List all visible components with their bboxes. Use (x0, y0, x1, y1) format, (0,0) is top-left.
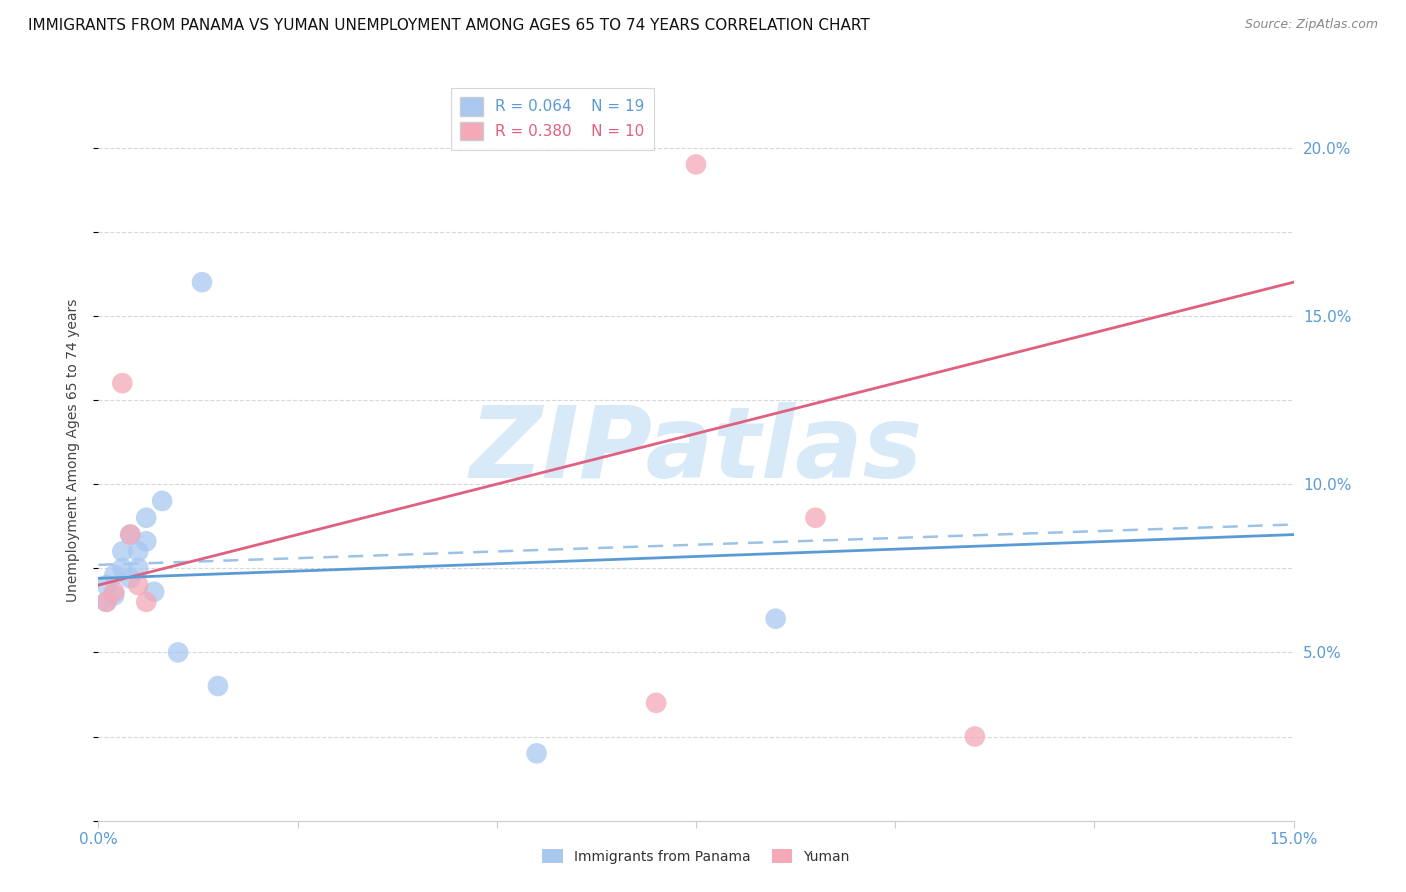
Point (135, 595, 157, 609)
Point (804, 510, 827, 524)
Point (143, 584, 166, 599)
Text: Source: ZipAtlas.com: Source: ZipAtlas.com (1244, 18, 1378, 31)
Point (135, 534, 157, 549)
Text: ZIPatlas: ZIPatlas (470, 402, 922, 499)
Point (127, 561, 149, 575)
Legend: Immigrants from Panama, Yuman: Immigrants from Panama, Yuman (537, 843, 855, 869)
Point (96, 595, 118, 609)
Point (120, 527, 142, 541)
Point (765, 612, 787, 626)
Point (150, 494, 173, 508)
Point (103, 588, 125, 602)
Point (120, 571, 142, 585)
Point (191, 275, 214, 289)
Point (645, 696, 668, 710)
Point (103, 568, 125, 582)
Point (135, 510, 157, 524)
Text: IMMIGRANTS FROM PANAMA VS YUMAN UNEMPLOYMENT AMONG AGES 65 TO 74 YEARS CORRELATI: IMMIGRANTS FROM PANAMA VS YUMAN UNEMPLOY… (28, 18, 870, 33)
Point (96, 578, 118, 592)
Point (207, 679, 229, 693)
Point (111, 376, 134, 391)
Point (120, 527, 142, 541)
Point (963, 730, 986, 744)
Point (96, 595, 118, 609)
Point (103, 584, 125, 599)
Point (526, 747, 548, 761)
Point (127, 578, 149, 592)
Point (685, 157, 707, 171)
Point (111, 561, 134, 575)
Y-axis label: Unemployment Among Ages 65 to 74 years: Unemployment Among Ages 65 to 74 years (66, 299, 80, 602)
Point (167, 645, 190, 659)
Point (111, 544, 134, 558)
Point (127, 544, 149, 558)
